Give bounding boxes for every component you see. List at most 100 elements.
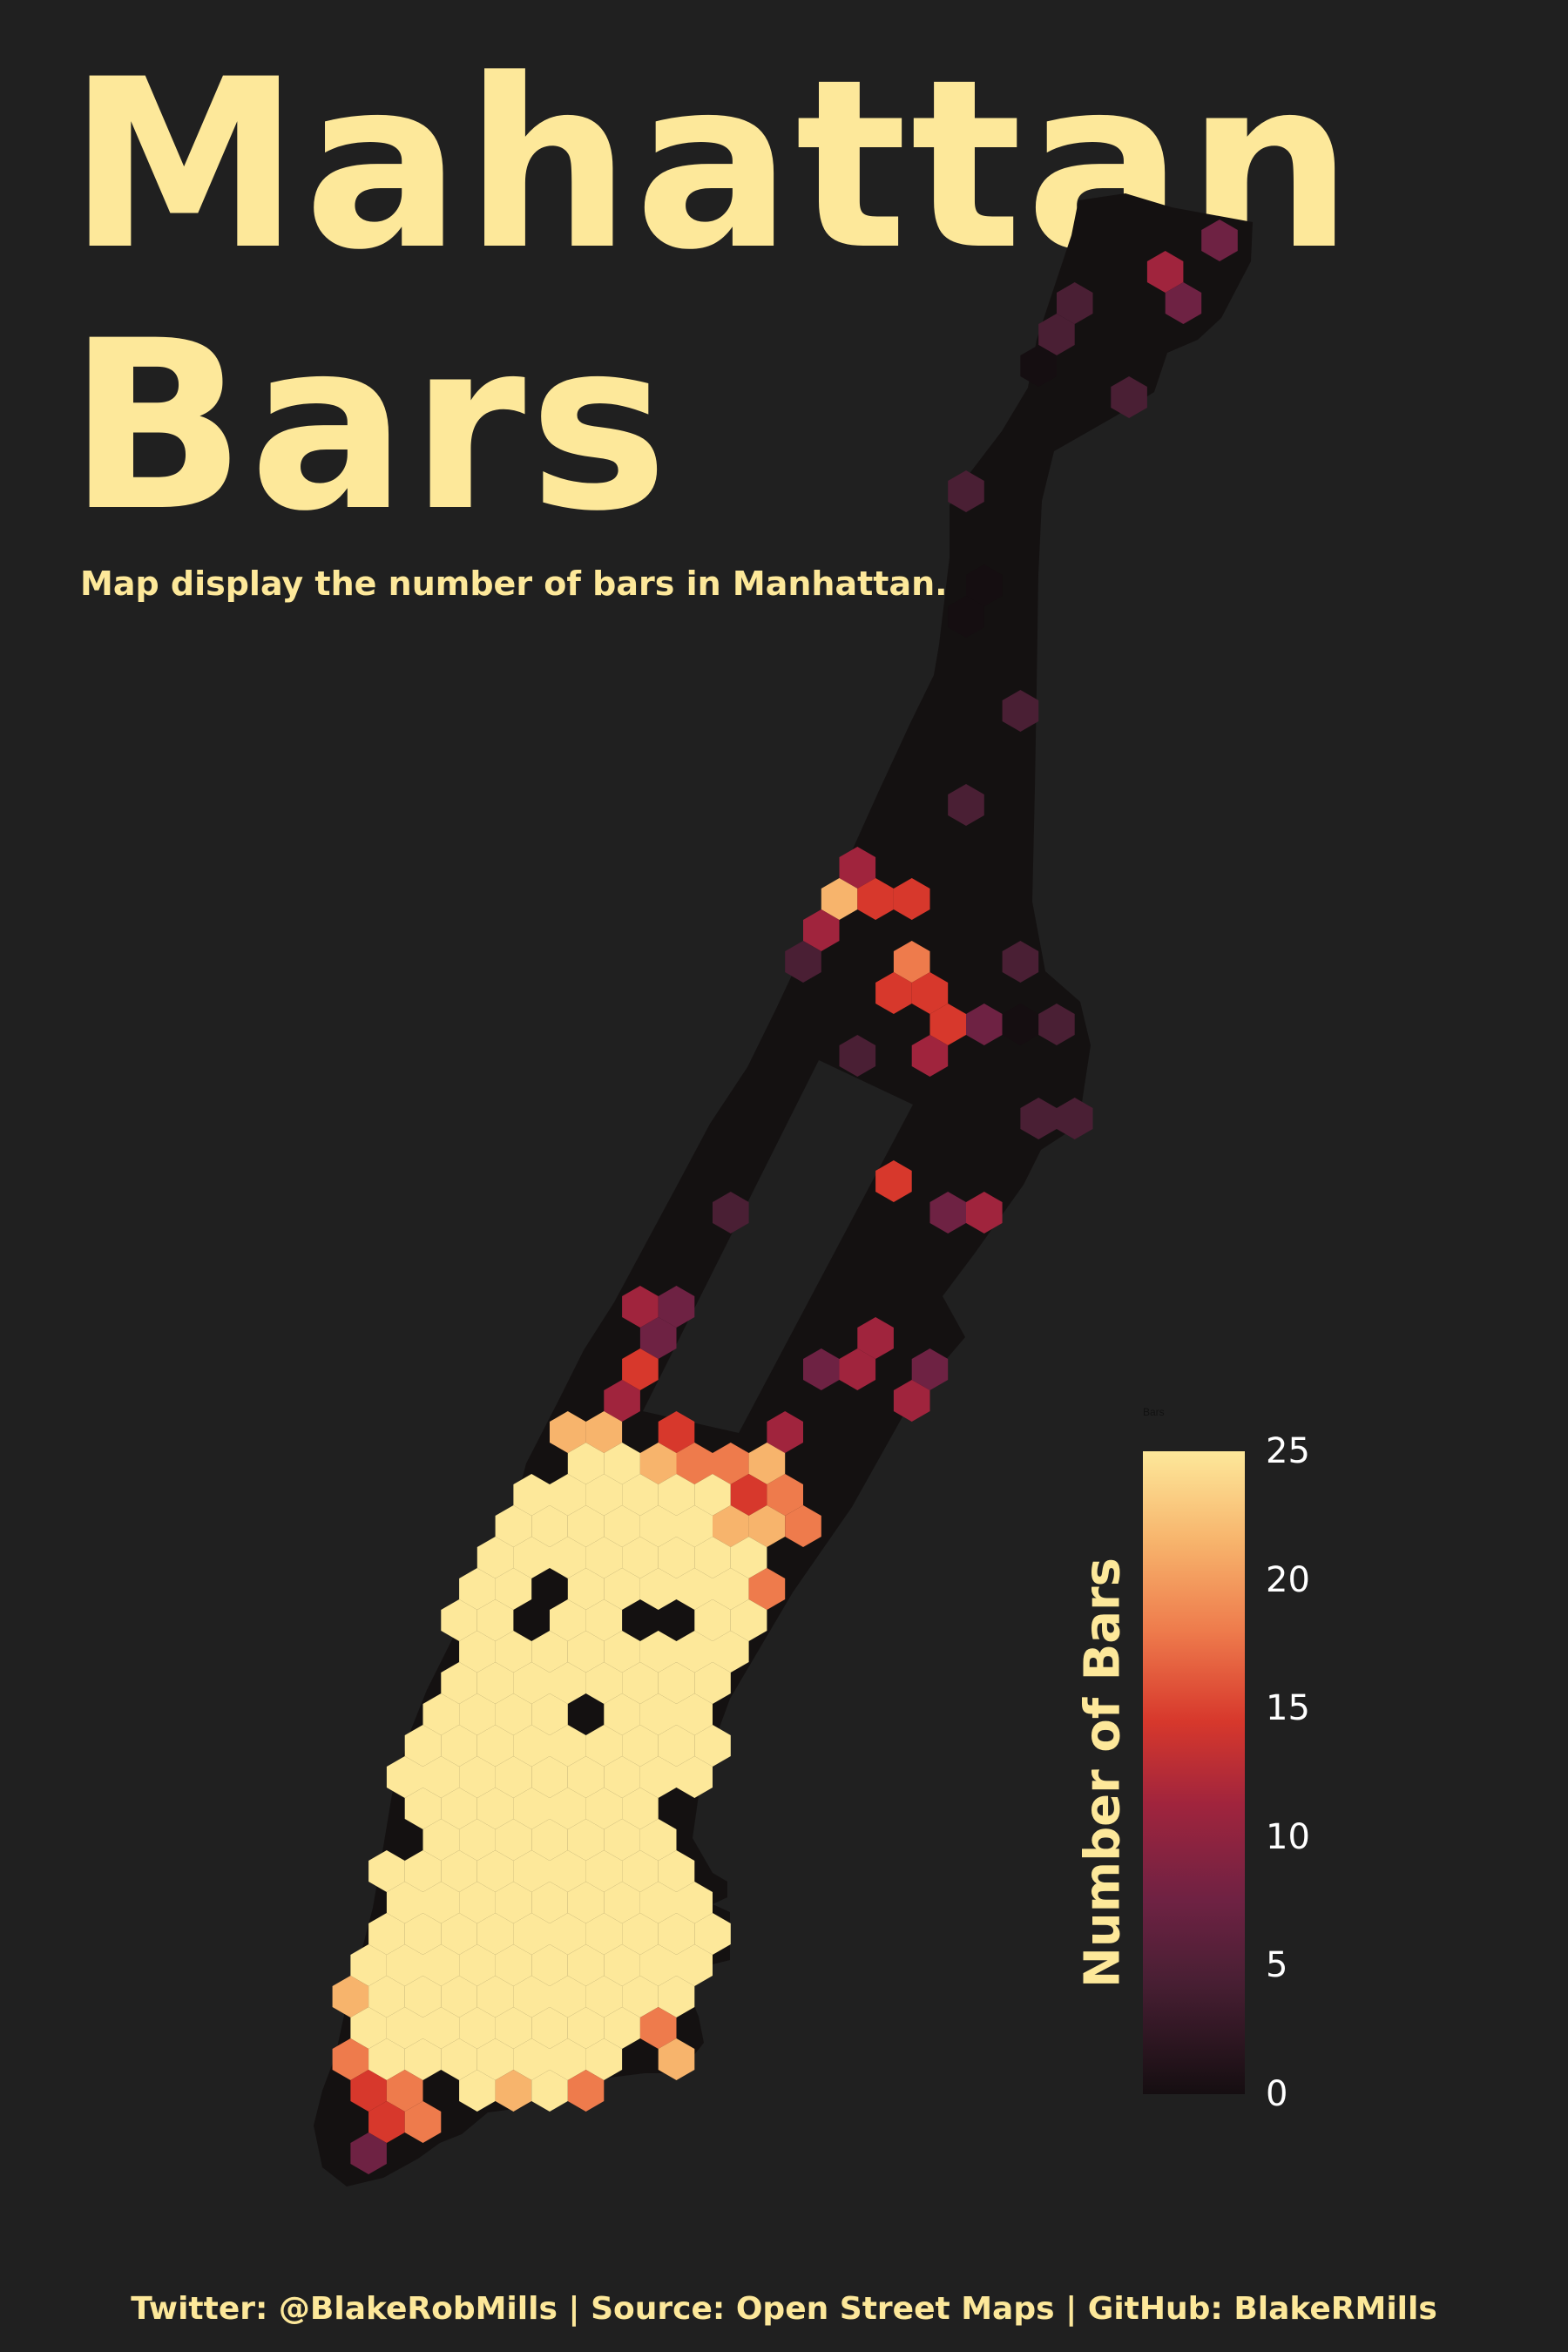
hexbin-cell: [531, 1819, 568, 1861]
hexbin-cell: [639, 1882, 677, 1923]
hexbin-cell: [567, 1756, 605, 1798]
hexbin-cell: [422, 1756, 460, 1798]
hexbin-cell: [658, 1286, 695, 1328]
hexbin-cell: [531, 1505, 568, 1547]
hexbin-cell: [911, 1035, 949, 1077]
hexbin-cell: [604, 1443, 640, 1484]
hexbin-cell: [495, 1631, 532, 1673]
hexbin-cell: [622, 1474, 659, 1516]
hexbin-cell: [713, 1505, 749, 1547]
hexbin-cell: [459, 1568, 496, 1610]
hexbin-cell: [585, 1913, 623, 1955]
hexbin-cell: [531, 2007, 568, 2049]
hexbin-cell: [639, 1631, 677, 1673]
hexbin-cell: [730, 1537, 767, 1578]
hexbin-cell: [368, 1913, 405, 1955]
hexbin-cell: [639, 1505, 677, 1547]
hexbin-cell: [1165, 282, 1202, 324]
hexbin-cell: [495, 1944, 532, 1986]
hexbin-cell: [441, 1599, 477, 1641]
hexbin-cell: [658, 1913, 695, 1955]
hexbin-cell: [658, 1662, 695, 1704]
hexbin-cell: [386, 1756, 423, 1798]
hexbin-cell: [332, 1976, 369, 2017]
hexbin-cell: [422, 1882, 460, 1923]
hexbin-cell: [948, 784, 984, 826]
hexbin-cell: [694, 1474, 731, 1516]
hexbin-cell: [368, 2038, 405, 2080]
hexbin-cell: [404, 2101, 442, 2143]
hexbin-cell: [459, 1819, 496, 1861]
hexbin-cell: [622, 1662, 659, 1704]
hexbin-cell: [713, 1192, 749, 1233]
hexbin-cell: [1038, 1004, 1075, 1045]
hexbin-cell: [622, 1788, 659, 1829]
hexbin-cell: [767, 1411, 803, 1453]
hexbin-cell: [658, 1976, 695, 2017]
hexbin-cell: [604, 1693, 640, 1735]
hexbin-cell: [585, 1976, 623, 2017]
hexbin-cell: [713, 1568, 749, 1610]
hexbin-cell: [567, 2007, 605, 2049]
hexbin-cell: [694, 1662, 731, 1704]
title-line-2: Bars: [68, 291, 672, 563]
hexbin-cell: [404, 1850, 442, 1892]
hexbin-cell: [785, 1505, 821, 1547]
hexbin-cell: [604, 1505, 640, 1547]
hexbin-cell: [422, 1819, 460, 1861]
hexbin-cell: [513, 1474, 550, 1516]
hexbin-cell: [893, 941, 930, 983]
hexbin-cell: [748, 1443, 786, 1484]
hexbin-cell: [567, 1882, 605, 1923]
legend-tick: 15: [1266, 1688, 1310, 1729]
hexbin-cell: [604, 1819, 640, 1861]
hexbin-cell: [550, 1725, 586, 1767]
hexbin-cell: [422, 1693, 460, 1735]
hexbin-cell: [585, 2038, 623, 2080]
hexbin-cell: [441, 1850, 477, 1892]
hexbin-cell: [911, 972, 949, 1014]
hexbin-cell: [676, 1944, 713, 1986]
hexbin-cell: [476, 2038, 514, 2080]
hexbin-cell: [476, 1599, 514, 1641]
hexbin-cell: [875, 1160, 912, 1202]
legend-tick: 5: [1266, 1945, 1288, 1986]
hexbin-cell: [368, 1976, 405, 2017]
hexbin-cell: [550, 1976, 586, 2017]
hexbin-cell: [839, 1348, 876, 1390]
hexbin-cell: [459, 1882, 496, 1923]
hexbin-cell: [658, 1725, 695, 1767]
legend-tick: 25: [1266, 1431, 1310, 1471]
hexbin-cell: [513, 1913, 550, 1955]
hexbin-cell: [495, 1882, 532, 1923]
hexbin-cell: [495, 2007, 532, 2049]
hexbin-cell: [839, 847, 876, 889]
hexbin-layer: [332, 220, 1238, 2174]
hexbin-cell: [639, 1443, 677, 1484]
hexbin-cell: [476, 1537, 514, 1578]
hexbin-cell: [585, 1788, 623, 1829]
hexbin-cell: [604, 1944, 640, 1986]
hexbin-cell: [550, 1662, 586, 1704]
map-title: Mahattan Bars: [68, 35, 1356, 558]
hexbin-cell: [713, 1443, 749, 1484]
hexbin-cell: [676, 1505, 713, 1547]
hexbin-cell: [350, 2070, 387, 2112]
hexbin-cell: [459, 1631, 496, 1673]
hexbin-cell: [948, 470, 984, 512]
hexbin-cell: [1057, 282, 1093, 324]
central-park: [643, 1060, 913, 1433]
hexbin-cell: [694, 1913, 731, 1955]
hexbin-cell: [929, 1192, 966, 1233]
hexbin-cell: [531, 1631, 568, 1673]
hexbin-cell: [404, 1976, 442, 2017]
hexbin-cell: [639, 1944, 677, 1986]
hexbin-cell: [368, 1850, 405, 1892]
hexbin-cell: [476, 1976, 514, 2017]
hexbin-cell: [622, 1850, 659, 1892]
hexbin-cell: [730, 1474, 767, 1516]
legend-tick: 20: [1266, 1559, 1310, 1600]
hexbin-cell: [622, 1913, 659, 1955]
hexbin-cell: [676, 1693, 713, 1735]
hexbin-cell: [441, 1725, 477, 1767]
